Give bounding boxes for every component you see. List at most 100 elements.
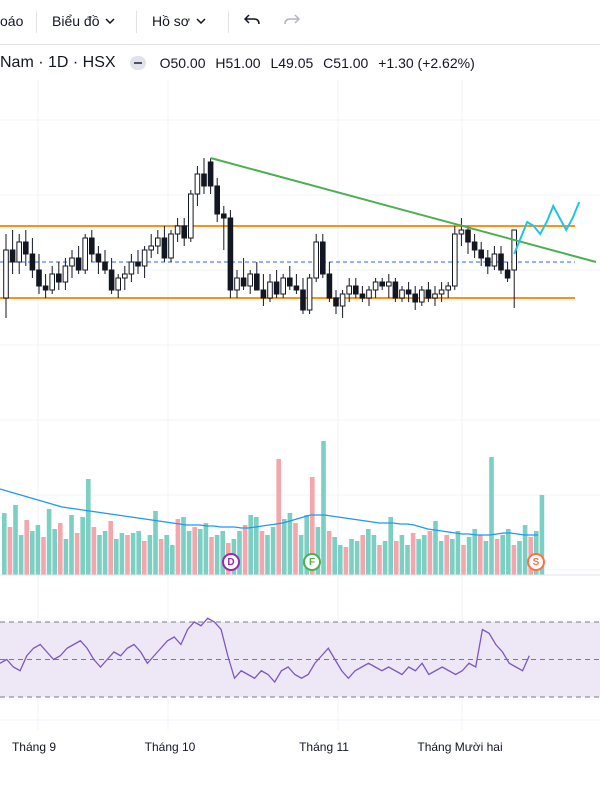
candle-body bbox=[465, 229, 471, 243]
chart-legend: Nam · 1D · HSX O50.00 H51.00 L49.05 C51.… bbox=[0, 52, 481, 74]
toolbar-item-partial[interactable]: oáo bbox=[0, 13, 23, 29]
volume-bar bbox=[254, 517, 259, 575]
close-value: C51.00 bbox=[323, 55, 369, 71]
volume-bar bbox=[343, 547, 349, 575]
volume-bar bbox=[198, 529, 203, 575]
candle-body bbox=[326, 273, 333, 299]
volume-bar bbox=[170, 545, 175, 575]
x-axis-label: Tháng 11 bbox=[299, 740, 349, 754]
volume-bar bbox=[276, 459, 281, 575]
volume-bar bbox=[242, 525, 248, 575]
candle-body bbox=[491, 253, 498, 267]
candle-body bbox=[23, 241, 29, 255]
candle-body bbox=[36, 269, 42, 287]
candle-body bbox=[89, 237, 95, 255]
volume-bar bbox=[259, 531, 265, 575]
candle-body bbox=[485, 257, 491, 267]
profile-menu-button[interactable]: Hồ sơ bbox=[152, 13, 206, 29]
ohlc-values: O50.00 H51.00 L49.05 C51.00 +1.30 (+2.62… bbox=[160, 55, 481, 71]
volume-bar bbox=[371, 535, 377, 575]
candle-body bbox=[234, 277, 240, 291]
event-marker-d[interactable]: D bbox=[222, 553, 240, 571]
candle-body bbox=[148, 245, 154, 251]
low-value: L49.05 bbox=[270, 55, 314, 71]
volume-bar bbox=[237, 531, 242, 575]
volume-bar bbox=[427, 531, 433, 575]
candle-body bbox=[498, 253, 504, 271]
candle-body bbox=[108, 269, 115, 291]
volume-bar bbox=[192, 527, 197, 575]
symbol-label[interactable]: Nam · 1D · HSX bbox=[0, 54, 116, 71]
volume-bar bbox=[7, 527, 13, 575]
candle-body bbox=[115, 277, 122, 291]
volume-bar bbox=[500, 535, 505, 575]
forecast-line bbox=[513, 201, 581, 255]
volume-bar bbox=[388, 517, 393, 575]
volume-bar bbox=[13, 505, 18, 575]
volume-bar bbox=[153, 511, 158, 575]
candle-body bbox=[221, 213, 227, 219]
candle-body bbox=[379, 281, 385, 287]
volume-bar bbox=[461, 545, 466, 575]
event-marker-f[interactable]: F bbox=[303, 553, 321, 571]
candle-body bbox=[227, 217, 234, 291]
candle-body bbox=[438, 289, 445, 295]
volume-bar bbox=[175, 519, 181, 575]
volume-bar bbox=[69, 515, 74, 575]
candle-body bbox=[267, 281, 273, 299]
candle-body bbox=[122, 273, 128, 279]
candle-body bbox=[458, 229, 465, 235]
candle-body bbox=[392, 281, 399, 299]
candle-body bbox=[320, 241, 326, 275]
volume-bar bbox=[130, 533, 136, 575]
volume-bar bbox=[483, 541, 489, 575]
volume-bar bbox=[399, 535, 405, 575]
volume-bar bbox=[478, 535, 483, 575]
candle-body bbox=[366, 289, 372, 299]
toolbar-divider bbox=[228, 11, 229, 33]
candle-body bbox=[313, 241, 319, 279]
volume-bar bbox=[164, 535, 169, 575]
undo-button[interactable] bbox=[244, 13, 260, 27]
collapse-legend-icon[interactable] bbox=[129, 56, 146, 70]
change-value: +1.30 (+2.62%) bbox=[378, 55, 475, 71]
volume-bar bbox=[422, 535, 427, 575]
candle-body bbox=[240, 277, 247, 287]
candle-body bbox=[207, 161, 214, 187]
volume-bar bbox=[181, 517, 186, 575]
volume-bar bbox=[511, 545, 517, 575]
redo-button[interactable] bbox=[284, 13, 300, 27]
volume-bar bbox=[293, 523, 298, 575]
volume-bar bbox=[80, 517, 85, 575]
volume-bar bbox=[248, 515, 253, 575]
volume-bar bbox=[349, 539, 354, 575]
event-marker-s[interactable]: S bbox=[527, 553, 545, 571]
volume-bar bbox=[186, 531, 192, 575]
candle-body bbox=[82, 237, 89, 271]
volume-bar bbox=[102, 531, 108, 575]
candle-body bbox=[293, 285, 300, 291]
rsi-line bbox=[0, 617, 530, 684]
candle-body bbox=[62, 265, 69, 283]
volume-bar bbox=[18, 535, 24, 575]
chart-menu-button[interactable]: Biểu đồ bbox=[52, 13, 116, 29]
volume-bar bbox=[405, 545, 410, 575]
volume-bar bbox=[97, 535, 102, 575]
volume-bar bbox=[416, 539, 421, 575]
volume-bar bbox=[522, 525, 528, 575]
candle-body bbox=[254, 273, 260, 291]
chart-menu-label: Biểu đồ bbox=[52, 13, 100, 29]
volume-bar bbox=[517, 541, 522, 575]
volume-bar bbox=[366, 529, 371, 575]
price-chart[interactable] bbox=[0, 80, 600, 730]
volume-bar bbox=[489, 457, 494, 575]
volume-bar bbox=[46, 509, 52, 575]
candle-body bbox=[386, 281, 392, 287]
volume-bar bbox=[466, 537, 472, 575]
candle-body bbox=[478, 249, 484, 259]
volume-bar bbox=[382, 541, 388, 575]
candle-body bbox=[346, 285, 352, 295]
toolbar-divider bbox=[136, 11, 137, 33]
volume-bar bbox=[310, 477, 315, 575]
x-axis-label: Tháng 9 bbox=[11, 740, 57, 754]
